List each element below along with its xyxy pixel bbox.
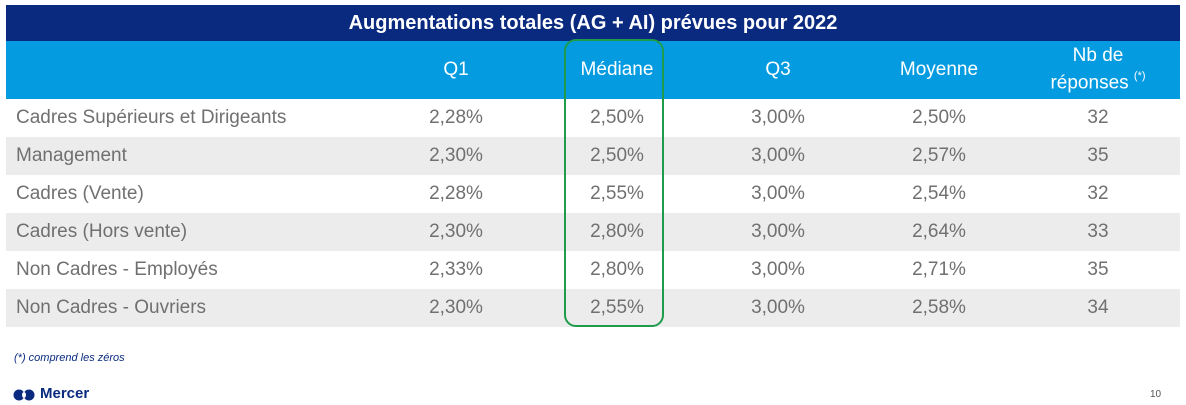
cell-mediane: 2,50% xyxy=(590,145,644,166)
cell-q1: 2,30% xyxy=(429,297,483,318)
cell-label: Management xyxy=(16,145,127,166)
page-number: 10 xyxy=(1150,389,1162,400)
cell-mediane: 2,50% xyxy=(590,107,644,128)
table-row: Cadres (Vente) 2,28% 2,55% 3,00% 2,54% 32 xyxy=(6,175,1180,213)
cell-label: Cadres Supérieurs et Dirigeants xyxy=(16,107,287,128)
table-row: Non Cadres - Ouvriers 2,30% 2,55% 3,00% 2,58… xyxy=(6,289,1180,327)
mercer-logo: Mercer xyxy=(13,385,89,402)
logo-text: Mercer xyxy=(40,385,90,402)
cell-label: Cadres (Hors vente) xyxy=(16,221,188,242)
header-nb-line2-wrap: réponses (*) xyxy=(1050,67,1145,94)
header-nb-line2: réponses xyxy=(1050,72,1129,94)
header-moyenne: Moyenne xyxy=(899,59,979,80)
cell-nb: 33 xyxy=(1087,221,1109,242)
table-row: Management 2,30% 2,50% 3,00% 2,57% 35 xyxy=(6,137,1180,175)
cell-moyenne: 2,54% xyxy=(912,183,966,204)
cell-q3: 3,00% xyxy=(751,259,805,280)
table-title: Augmentations totales (AG + AI) prévues … xyxy=(6,5,1180,41)
mediane-highlight-box xyxy=(564,39,664,327)
cell-q3: 3,00% xyxy=(751,107,805,128)
cell-nb: 32 xyxy=(1087,183,1109,204)
cell-label: Non Cadres - Ouvriers xyxy=(16,297,207,318)
cell-mediane: 2,80% xyxy=(590,221,644,242)
table-row: Cadres Supérieurs et Dirigeants 2,28% 2,50… xyxy=(6,99,1180,137)
cell-q3: 3,00% xyxy=(751,145,805,166)
header-q1: Q1 xyxy=(443,59,469,80)
cell-q1: 2,30% xyxy=(429,145,483,166)
cell-moyenne: 2,64% xyxy=(912,221,966,242)
cell-mediane: 2,80% xyxy=(590,259,644,280)
header-nb-line1: Nb de xyxy=(1072,45,1124,67)
cell-nb: 35 xyxy=(1087,259,1109,280)
cell-moyenne: 2,50% xyxy=(912,107,966,128)
cell-moyenne: 2,71% xyxy=(912,259,966,280)
cell-label: Non Cadres - Employés xyxy=(16,259,218,280)
header-nb-reponses: Nb de réponses (*) xyxy=(1023,41,1173,99)
cell-q3: 3,00% xyxy=(751,183,805,204)
cell-nb: 34 xyxy=(1087,297,1109,318)
table-header: Q1 Médiane Q3 Moyenne Nb de réponses (*) xyxy=(6,41,1180,99)
table-row: Cadres (Hors vente) 2,30% 2,80% 3,00% 2,64% 3… xyxy=(6,213,1180,251)
mercer-logo-icon xyxy=(13,388,35,400)
cell-q3: 3,00% xyxy=(751,221,805,242)
cell-label: Cadres (Vente) xyxy=(16,183,144,204)
cell-nb: 32 xyxy=(1087,107,1109,128)
footnote: (*) comprend les zéros xyxy=(14,352,125,364)
cell-moyenne: 2,58% xyxy=(912,297,966,318)
cell-q1: 2,33% xyxy=(429,259,483,280)
table-row: Non Cadres - Employés 2,33% 2,80% 3,00% 2,71… xyxy=(6,251,1180,289)
header-mediane: Médiane xyxy=(580,59,654,80)
cell-moyenne: 2,57% xyxy=(912,145,966,166)
cell-q1: 2,30% xyxy=(429,221,483,242)
header-nb-star: (*) xyxy=(1133,70,1146,83)
cell-q1: 2,28% xyxy=(429,183,483,204)
cell-nb: 35 xyxy=(1087,145,1109,166)
header-q3: Q3 xyxy=(765,59,791,80)
cell-q1: 2,28% xyxy=(429,107,483,128)
cell-mediane: 2,55% xyxy=(590,297,644,318)
cell-mediane: 2,55% xyxy=(590,183,644,204)
cell-q3: 3,00% xyxy=(751,297,805,318)
